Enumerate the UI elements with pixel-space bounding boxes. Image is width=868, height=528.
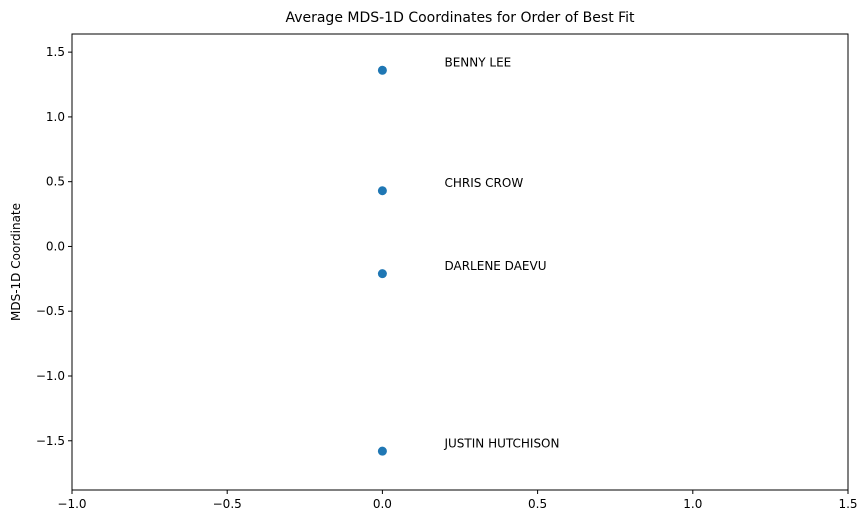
y-tick-label: 0.0 [46, 239, 65, 253]
y-axis: −1.5 −1.0 −0.5 0.0 0.5 1.0 1.5 [36, 45, 72, 448]
y-axis-title: MDS-1D Coordinate [9, 203, 23, 321]
y-tick-label: −1.0 [36, 369, 65, 383]
y-tick-label: 1.5 [46, 45, 65, 59]
data-point [377, 269, 387, 279]
data-points: BENNY LEE CHRIS CROW DARLENE DAEVU JUSTIN H… [377, 55, 559, 456]
data-point [377, 186, 387, 196]
data-point [377, 65, 387, 75]
x-axis: −1.0 −0.5 0.0 0.5 1.0 1.5 [57, 490, 858, 511]
point-label: BENNY LEE [444, 55, 511, 69]
point-label: CHRIS CROW [444, 176, 523, 190]
point-label: DARLENE DAEVU [444, 259, 546, 273]
plot-area [71, 33, 849, 491]
x-tick-label: 0.5 [528, 497, 547, 511]
x-tick-label: −1.0 [57, 497, 86, 511]
y-tick-label: 0.5 [46, 175, 65, 189]
x-tick-label: 1.0 [683, 497, 702, 511]
x-tick-label: 1.5 [838, 497, 857, 511]
chart-title: Average MDS-1D Coordinates for Order of … [285, 10, 635, 26]
data-point [377, 446, 387, 456]
y-tick-label: 1.0 [46, 110, 65, 124]
x-tick-label: 0.0 [373, 497, 392, 511]
point-label: JUSTIN HUTCHISON [443, 436, 559, 450]
x-tick-label: −0.5 [213, 497, 242, 511]
y-tick-label: −0.5 [36, 304, 65, 318]
y-tick-label: −1.5 [36, 434, 65, 448]
